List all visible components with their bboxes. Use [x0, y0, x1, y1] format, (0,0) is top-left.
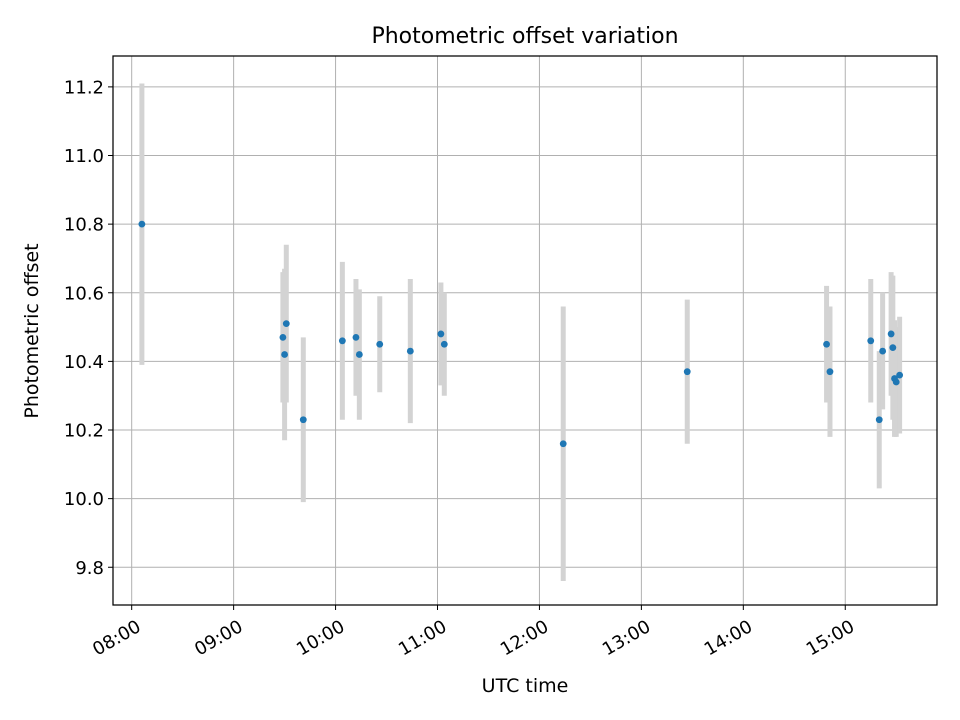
data-point: [406, 347, 414, 355]
data-point: [338, 337, 346, 345]
data-point: [437, 330, 445, 338]
y-tick-label: 10.4: [64, 352, 104, 373]
y-axis-ticks: 9.8 10.0 10.2 10.4 10.6 10.8 11.0 11.2: [64, 77, 113, 579]
data-point: [683, 368, 691, 376]
data-point: [281, 351, 288, 358]
y-tick-label: 10.0: [64, 489, 104, 510]
data-point: [282, 320, 290, 328]
x-tick-label: 12:00: [497, 616, 552, 660]
x-tick-label: 15:00: [803, 616, 858, 660]
y-tick-label: 10.6: [64, 283, 104, 304]
data-point: [355, 351, 363, 358]
data-point: [887, 330, 895, 338]
chart-title: Photometric offset variation: [371, 24, 678, 49]
x-axis-label: UTC time: [482, 675, 569, 697]
data-point: [889, 344, 897, 352]
x-tick-label: 11:00: [395, 616, 450, 660]
data-points: [138, 220, 904, 448]
data-point: [559, 440, 567, 448]
data-point: [823, 340, 830, 348]
data-point: [826, 368, 834, 376]
data-point: [352, 333, 360, 341]
y-tick-label: 9.8: [75, 558, 104, 579]
data-point: [896, 371, 904, 379]
y-tick-label: 11.2: [64, 77, 104, 98]
y-tick-label: 11.0: [64, 146, 104, 167]
x-tick-label: 08:00: [89, 616, 144, 660]
data-point: [879, 347, 887, 355]
data-point: [875, 416, 883, 424]
plot-area: [113, 56, 937, 605]
data-point: [440, 340, 448, 348]
y-tick-label: 10.8: [64, 215, 104, 236]
x-tick-label: 09:00: [191, 616, 246, 660]
data-point: [376, 340, 384, 348]
x-tick-label: 14:00: [701, 616, 756, 660]
grid: [113, 56, 937, 605]
data-point: [279, 333, 287, 341]
data-point: [138, 220, 146, 228]
plot-frame: [112, 55, 938, 606]
x-tick-label: 13:00: [599, 616, 654, 660]
data-point: [892, 378, 900, 386]
x-tick-label: 10:00: [293, 616, 348, 660]
x-axis-ticks: 08:00 09:00 10:00 11:00 12:00 13:00 14:00 15:00: [89, 605, 858, 660]
y-tick-label: 10.2: [64, 421, 104, 442]
data-point: [867, 337, 875, 345]
data-point: [299, 416, 307, 424]
y-axis-label: Photometric offset: [21, 243, 43, 418]
